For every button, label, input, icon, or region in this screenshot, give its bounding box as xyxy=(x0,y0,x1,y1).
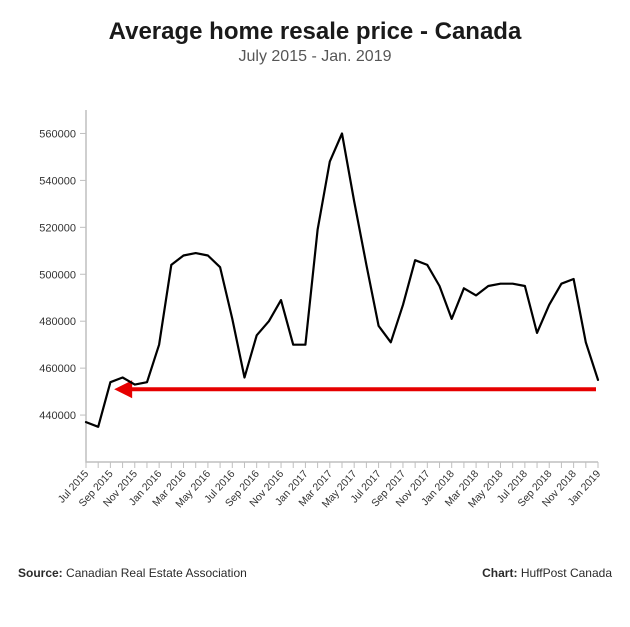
svg-text:560000: 560000 xyxy=(39,128,76,140)
chart-credit-label: Chart: xyxy=(482,566,517,580)
chart-credit: Chart: HuffPost Canada xyxy=(482,566,612,580)
svg-text:480000: 480000 xyxy=(39,316,76,328)
price-series-line xyxy=(86,134,598,427)
svg-text:440000: 440000 xyxy=(39,410,76,422)
chart-credit-value: HuffPost Canada xyxy=(521,566,612,580)
svg-text:460000: 460000 xyxy=(39,363,76,375)
source-value: Canadian Real Estate Association xyxy=(66,566,247,580)
source-credit: Source: Canadian Real Estate Association xyxy=(18,566,247,580)
svg-text:500000: 500000 xyxy=(39,269,76,281)
svg-text:540000: 540000 xyxy=(39,175,76,187)
source-label: Source: xyxy=(18,566,63,580)
line-chart-svg: 440000 460000 480000 500000 520000 540000 5600… xyxy=(18,94,612,554)
chart-subtitle: July 2015 - Jan. 2019 xyxy=(18,48,612,66)
chart-page: Average home resale price - Canada July … xyxy=(0,0,630,627)
chart-plot: 440000 460000 480000 500000 520000 540000 5600… xyxy=(18,94,612,554)
chart-footer: Source: Canadian Real Estate Association… xyxy=(18,566,612,580)
svg-text:520000: 520000 xyxy=(39,222,76,234)
chart-title: Average home resale price - Canada xyxy=(18,18,612,46)
